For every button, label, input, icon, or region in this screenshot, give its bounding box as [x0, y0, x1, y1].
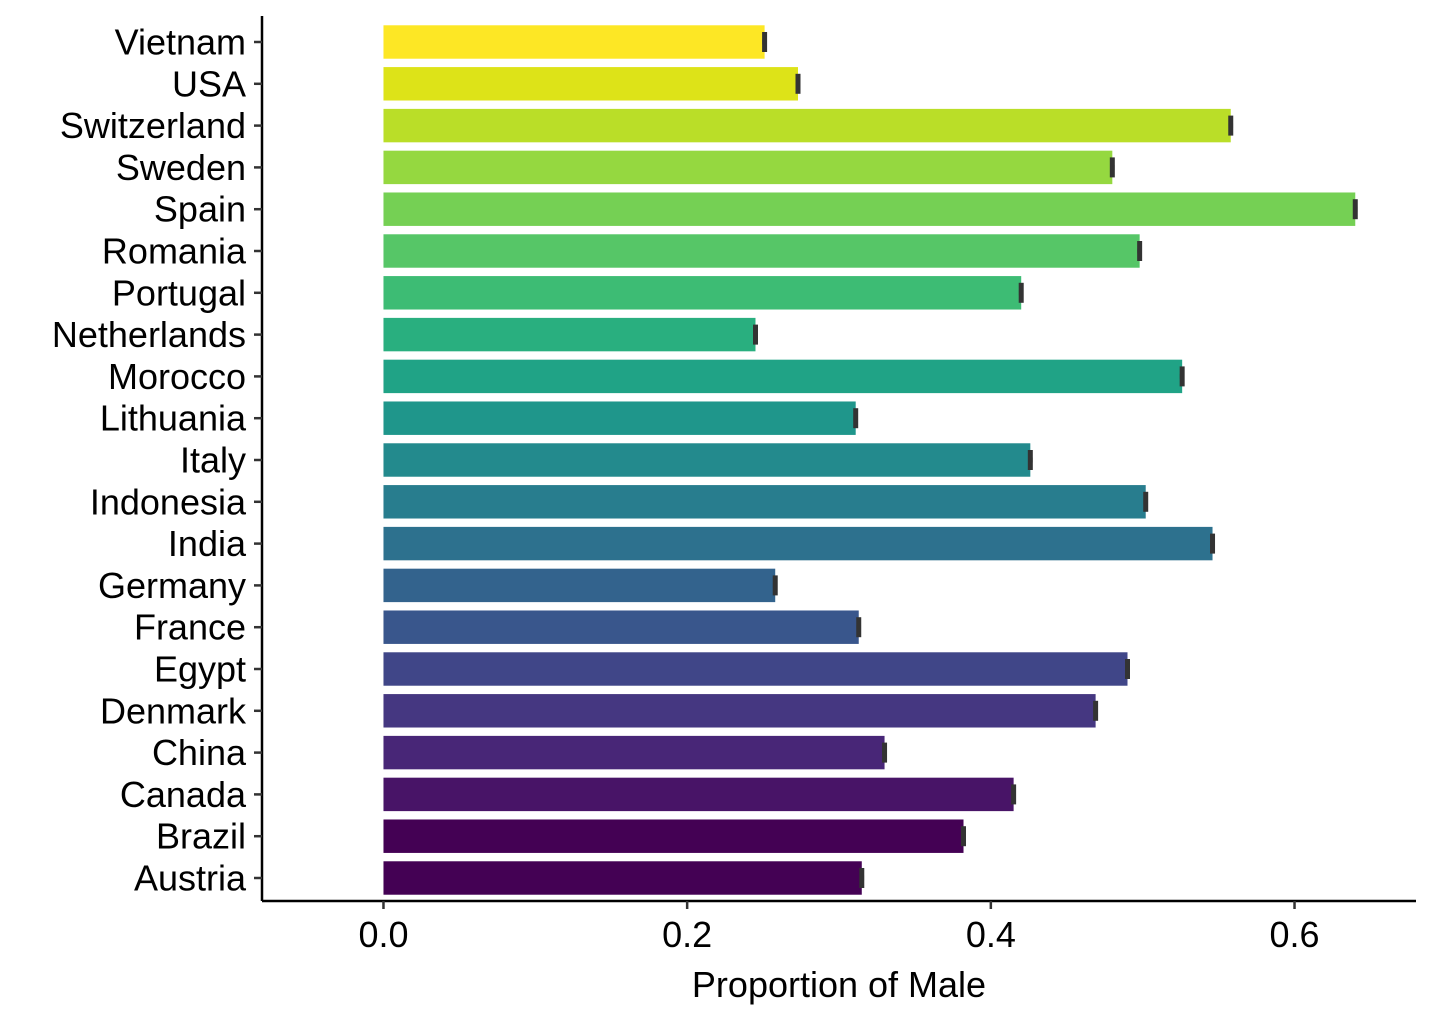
y-tick-label: Indonesia [90, 481, 247, 522]
y-tick-label: Switzerland [60, 105, 246, 146]
bar-france [383, 610, 859, 644]
y-tick-label: Lithuania [100, 398, 247, 439]
bar-lithuania [383, 401, 856, 435]
y-tick-label: France [134, 607, 246, 648]
y-tick-label: Egypt [154, 649, 246, 690]
bar-egypt [383, 652, 1128, 686]
bar-germany [383, 568, 776, 603]
bar-morocco [383, 359, 1183, 394]
x-axis-ticks: 0.0 0.2 0.4 0.6 [358, 901, 1320, 955]
y-tick-label: Spain [154, 189, 246, 230]
bar-italy [383, 443, 1031, 477]
y-tick-label: Brazil [156, 816, 246, 857]
x-axis-title: Proportion of Male [692, 964, 986, 1005]
x-tick-label: 0.0 [358, 914, 408, 955]
bar-indonesia [383, 485, 1146, 519]
bar-brazil [383, 819, 964, 853]
bar-switzerland [383, 108, 1231, 143]
y-tick-label: Morocco [108, 356, 246, 397]
y-tick-label: Sweden [116, 147, 246, 188]
y-tick-label: USA [172, 63, 246, 104]
y-tick-label: China [152, 732, 247, 773]
y-tick-label: Canada [120, 774, 247, 815]
bar-austria [383, 861, 862, 895]
bar-romania [383, 234, 1140, 268]
y-tick-label: Italy [180, 440, 246, 481]
bars-layer [383, 25, 1356, 895]
bar-portugal [383, 276, 1022, 310]
y-tick-label: Germany [98, 565, 246, 606]
bar-usa [383, 67, 799, 101]
y-tick-label: Austria [134, 858, 247, 899]
bar-vietnam [383, 25, 765, 59]
y-tick-label: Netherlands [52, 314, 246, 355]
y-tick-label: Romania [102, 231, 247, 272]
bar-india [383, 526, 1213, 561]
y-tick-label: Portugal [112, 272, 246, 313]
y-tick-label: Denmark [100, 690, 247, 731]
bar-netherlands [383, 317, 756, 352]
x-tick-label: 0.6 [1270, 914, 1320, 955]
bar-canada [383, 777, 1014, 812]
error-bars-layer [752, 32, 1358, 888]
bar-sweden [383, 150, 1113, 185]
bar-spain [383, 192, 1356, 226]
x-tick-label: 0.2 [662, 914, 712, 955]
y-axis-ticks: VietnamUSASwitzerlandSwedenSpainRomaniaP… [52, 22, 262, 899]
bar-china [383, 735, 885, 770]
bar-denmark [383, 694, 1096, 728]
x-tick-label: 0.4 [966, 914, 1016, 955]
y-tick-label: India [168, 523, 247, 564]
y-tick-label: Vietnam [115, 22, 246, 63]
